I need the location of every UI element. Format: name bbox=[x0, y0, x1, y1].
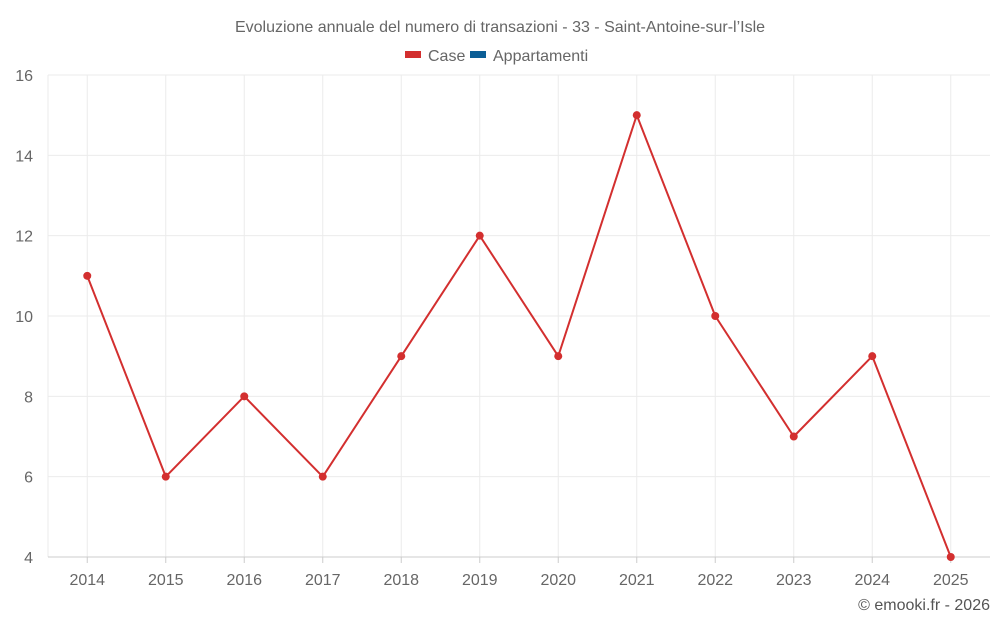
x-tick-label: 2023 bbox=[776, 572, 812, 589]
legend-item-appartamenti[interactable]: Appartamenti bbox=[470, 48, 588, 65]
legend[interactable]: Case Appartamenti bbox=[405, 48, 588, 65]
legend-label: Case bbox=[428, 48, 465, 65]
legend-swatch bbox=[470, 51, 486, 58]
y-tick-label: 16 bbox=[15, 68, 33, 85]
x-tick-label: 2022 bbox=[697, 572, 733, 589]
x-tick-label: 2020 bbox=[540, 572, 576, 589]
x-tick-label: 2021 bbox=[619, 572, 655, 589]
legend-label: Appartamenti bbox=[493, 48, 588, 65]
legend-item-case[interactable]: Case bbox=[405, 48, 465, 65]
data-point[interactable] bbox=[554, 352, 563, 361]
x-tick-label: 2024 bbox=[854, 572, 890, 589]
axes: 4 6 8 10 12 14 16 2014 2015 2016 2017 2018 2019 2020 2… bbox=[15, 68, 990, 589]
data-point[interactable] bbox=[318, 472, 327, 481]
x-tick-label: 2017 bbox=[305, 572, 341, 589]
data-point[interactable] bbox=[946, 553, 955, 561]
y-tick-label: 12 bbox=[15, 229, 33, 246]
data-point[interactable] bbox=[397, 352, 406, 361]
y-tick-label: 8 bbox=[24, 389, 33, 406]
y-tick-label: 10 bbox=[15, 309, 33, 326]
data-point[interactable] bbox=[789, 432, 798, 441]
y-tick-label: 6 bbox=[24, 470, 33, 487]
data-point[interactable] bbox=[161, 472, 170, 481]
data-point[interactable] bbox=[868, 352, 877, 361]
data-point[interactable] bbox=[240, 392, 249, 401]
x-tick-label: 2015 bbox=[148, 572, 184, 589]
series-layer bbox=[83, 111, 955, 561]
chart-title: Evoluzione annuale del numero di transaz… bbox=[235, 19, 765, 36]
data-point[interactable] bbox=[475, 231, 484, 240]
x-tick-label: 2016 bbox=[226, 572, 262, 589]
data-point[interactable] bbox=[83, 271, 92, 280]
x-tick-label: 2014 bbox=[69, 572, 105, 589]
x-tick-label: 2018 bbox=[383, 572, 419, 589]
x-tick-label: 2025 bbox=[933, 572, 969, 589]
data-point[interactable] bbox=[711, 312, 720, 320]
y-tick-label: 4 bbox=[24, 550, 33, 567]
legend-swatch bbox=[405, 51, 421, 58]
series-line-case bbox=[86, 114, 952, 558]
data-point[interactable] bbox=[632, 111, 641, 120]
y-tick-label: 14 bbox=[15, 148, 33, 165]
credit-text: © emooki.fr - 2026 bbox=[858, 597, 990, 614]
x-tick-label: 2019 bbox=[462, 572, 498, 589]
